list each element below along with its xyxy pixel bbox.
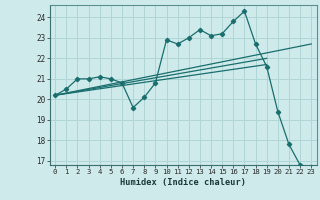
X-axis label: Humidex (Indice chaleur): Humidex (Indice chaleur) xyxy=(120,178,246,187)
